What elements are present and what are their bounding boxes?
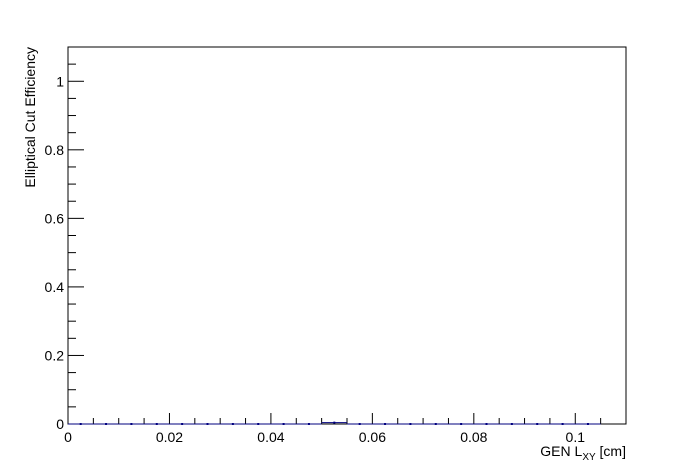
data-point bbox=[358, 423, 361, 425]
data-point bbox=[307, 423, 310, 425]
y-axis-label: Elliptical Cut Efficiency bbox=[22, 47, 38, 188]
x-tick-label: 0.02 bbox=[156, 429, 183, 445]
data-point bbox=[130, 423, 133, 425]
data-point bbox=[333, 421, 336, 424]
x-axis-label-unit: [cm] bbox=[596, 443, 626, 459]
data-point bbox=[105, 423, 108, 425]
x-tick-label: 0.08 bbox=[460, 429, 487, 445]
data-point bbox=[231, 423, 234, 425]
data-point bbox=[536, 423, 539, 425]
data-point bbox=[282, 423, 285, 425]
y-tick-label: 0 bbox=[56, 416, 64, 432]
data-point bbox=[460, 423, 463, 425]
y-axis-tick-labels: 0 0.2 0.4 0.6 0.8 1 bbox=[45, 73, 65, 432]
series-layer bbox=[68, 421, 601, 425]
data-point bbox=[586, 423, 589, 425]
data-point bbox=[510, 423, 513, 425]
data-point bbox=[257, 423, 260, 425]
y-tick-label: 0.8 bbox=[45, 142, 65, 158]
x-tick-label: 0.04 bbox=[257, 429, 284, 445]
y-tick-label: 0.2 bbox=[45, 347, 65, 363]
data-point bbox=[384, 423, 387, 425]
y-tick-label: 0.6 bbox=[45, 210, 65, 226]
x-axis-label-subscript: XY bbox=[582, 452, 596, 463]
data-point bbox=[79, 423, 82, 425]
x-tick-label: 0.06 bbox=[359, 429, 386, 445]
data-point bbox=[561, 423, 564, 425]
plot-frame bbox=[67, 46, 627, 425]
x-axis-label-main: GEN L bbox=[540, 443, 582, 459]
data-point bbox=[181, 423, 184, 425]
y-tick-label: 1 bbox=[56, 73, 64, 89]
data-point bbox=[409, 423, 412, 425]
y-axis-ticks bbox=[68, 46, 84, 425]
data-point bbox=[485, 423, 488, 425]
x-axis-tick-labels: 0 0.02 0.04 0.06 0.08 0.1 bbox=[64, 429, 585, 445]
y-tick-label: 0.4 bbox=[45, 279, 65, 295]
x-tick-label: 0 bbox=[64, 429, 72, 445]
data-point bbox=[434, 423, 437, 425]
x-axis-label: GEN LXY [cm] bbox=[540, 443, 626, 463]
data-point bbox=[206, 423, 209, 425]
data-point bbox=[155, 423, 158, 425]
x-tick-label: 0.1 bbox=[566, 429, 586, 445]
